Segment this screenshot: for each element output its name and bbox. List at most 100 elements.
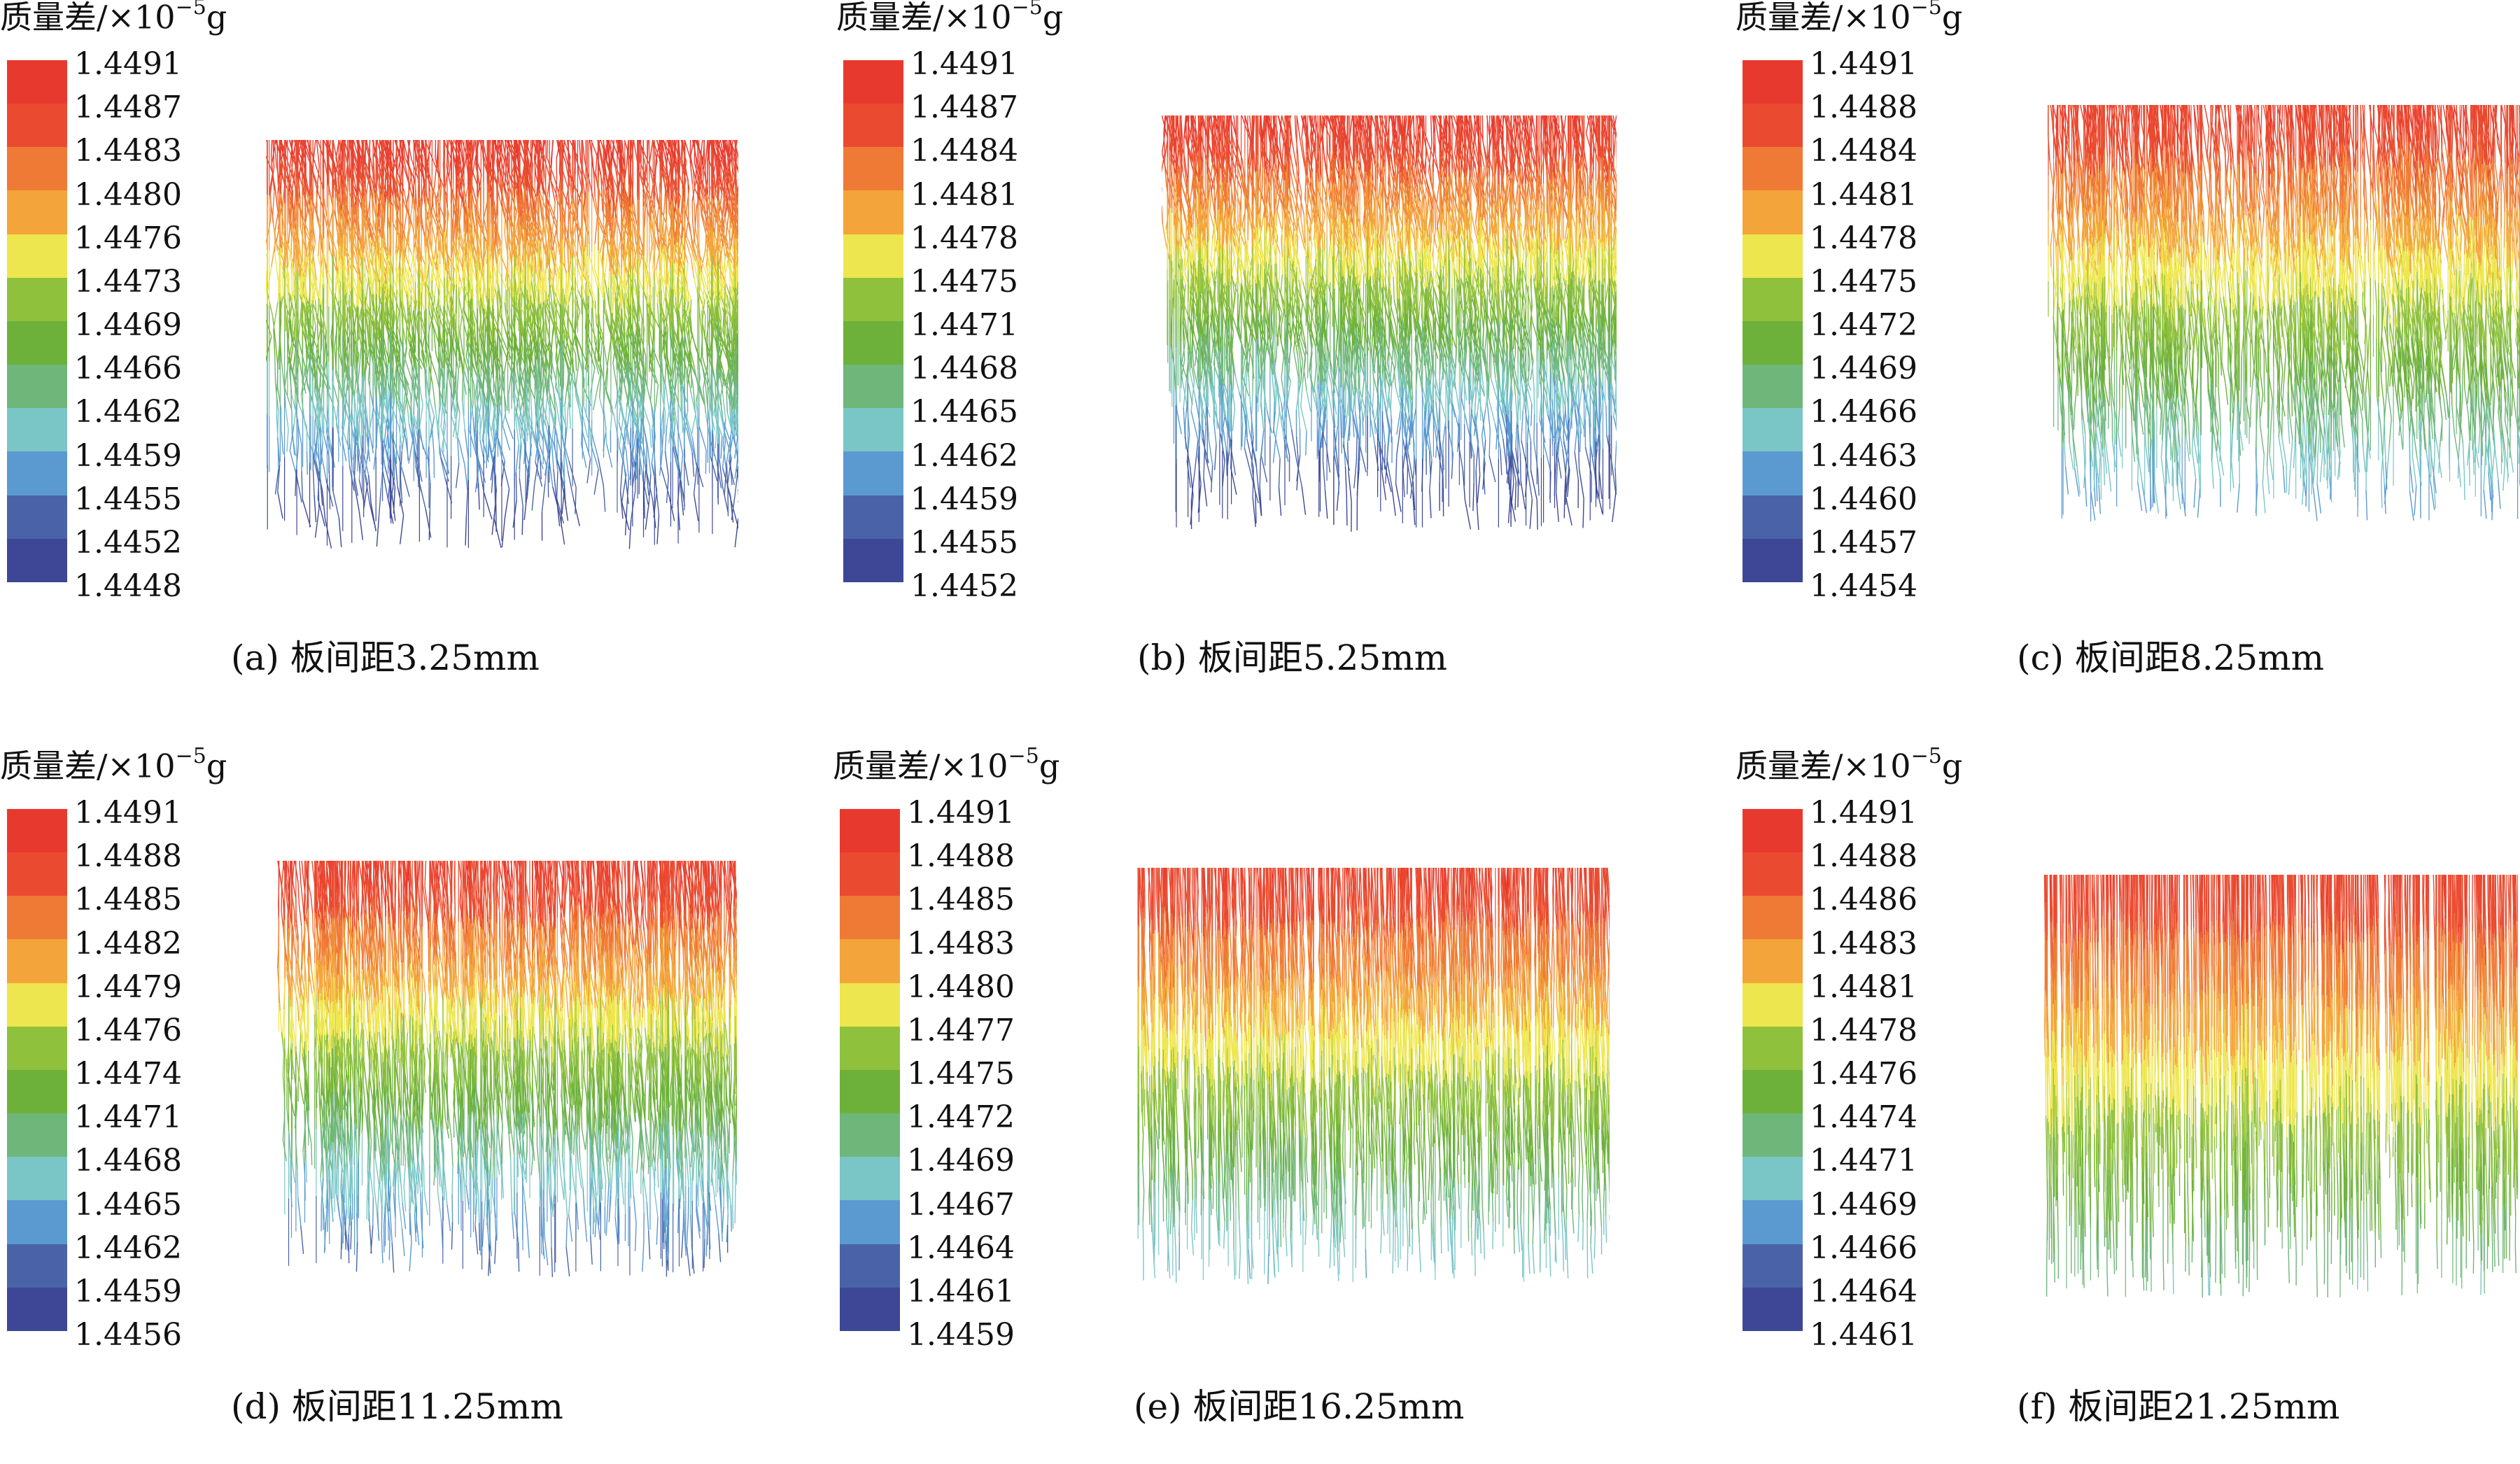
- flow-streak: [379, 488, 381, 518]
- flow-streak: [631, 491, 635, 520]
- flow-streak: [613, 255, 614, 274]
- flow-streak: [432, 430, 435, 454]
- flow-streak: [576, 354, 577, 371]
- flow-streak: [551, 181, 555, 202]
- flow-streak: [339, 518, 341, 547]
- colorbar-tick-label: 1.4459: [74, 441, 182, 472]
- colorbar-tick-label: 1.4455: [74, 484, 182, 515]
- flow-streak: [278, 491, 283, 519]
- flow-streak: [666, 425, 667, 451]
- flow-streak: [369, 502, 376, 530]
- colorbar-segment: [7, 408, 67, 451]
- flow-streak: [281, 363, 284, 385]
- flow-streak: [666, 451, 669, 477]
- flow-streak: [696, 463, 703, 487]
- flow-streak: [664, 253, 665, 276]
- flow-streak: [620, 140, 621, 165]
- flow-streak: [314, 420, 315, 443]
- flow-streak: [337, 403, 339, 425]
- flow-streak: [299, 358, 302, 376]
- colorbar-segment: [7, 365, 67, 408]
- flow-streak: [432, 384, 435, 409]
- flow-streak: [601, 335, 603, 351]
- flow-streak: [595, 218, 597, 244]
- flow-streak: [539, 167, 540, 193]
- colorbar-tick-label: 1.4448: [74, 571, 182, 602]
- flow-streak: [623, 452, 626, 478]
- flow-streak: [291, 267, 292, 285]
- flow-streak: [419, 481, 426, 509]
- flow-streak: [404, 211, 407, 230]
- flow-streak: [681, 374, 682, 392]
- flow-streak: [702, 311, 703, 335]
- colorbar-segment: [7, 539, 67, 582]
- flow-streak: [570, 164, 572, 187]
- flow-streak: [529, 369, 530, 386]
- flow-streak: [723, 314, 724, 331]
- flow-streak: [409, 441, 413, 464]
- flow-streak: [378, 160, 379, 181]
- flow-streak: [460, 314, 462, 333]
- flow-streak: [661, 428, 663, 451]
- flow-streak: [579, 140, 581, 162]
- flow-streak: [278, 410, 279, 437]
- flow-streak: [613, 294, 614, 313]
- colorbar-tick-label: 1.4469: [74, 310, 182, 341]
- flow-streak: [298, 311, 301, 339]
- colorbar-segment: [7, 321, 67, 365]
- flow-streak: [293, 269, 294, 295]
- flow-streak: [368, 380, 373, 407]
- flow-streak: [606, 393, 614, 416]
- flow-streak: [484, 493, 492, 520]
- flow-streak: [404, 346, 407, 369]
- flow-streak: [441, 403, 443, 427]
- flow-streak: [649, 426, 651, 448]
- flow-streak: [602, 269, 603, 286]
- flow-streak: [593, 390, 597, 410]
- flow-streak: [287, 430, 288, 452]
- flow-streak: [573, 499, 579, 526]
- flow-streak: [589, 418, 591, 444]
- flow-streak: [663, 215, 664, 234]
- flow-streak: [553, 487, 560, 516]
- flow-streak: [565, 292, 566, 311]
- flow-streak: [403, 472, 410, 498]
- flow-streak: [687, 387, 688, 411]
- flow-streak: [465, 465, 467, 491]
- colorbar: [7, 60, 67, 582]
- flow-streak: [547, 140, 548, 158]
- flow-streak: [667, 477, 669, 503]
- flow-streak: [298, 420, 299, 445]
- flow-streak: [270, 206, 271, 222]
- flow-streak: [465, 516, 466, 545]
- flow-streak: [692, 453, 694, 477]
- colorbar-tick-label: 1.4480: [74, 180, 182, 211]
- flow-streak: [609, 272, 610, 288]
- flow-streak: [599, 295, 600, 314]
- flow-streak: [292, 285, 293, 303]
- flow-streak: [356, 414, 357, 437]
- flow-streak: [397, 486, 404, 515]
- flow-streak: [725, 256, 726, 286]
- flow-streak: [521, 365, 526, 383]
- flow-streak: [713, 433, 715, 456]
- flow-streak: [336, 369, 342, 393]
- flow-streak: [305, 424, 313, 453]
- flow-streak: [509, 374, 512, 394]
- flow-streak: [523, 384, 525, 409]
- flow-streak: [641, 157, 642, 175]
- flow-streak: [359, 346, 361, 369]
- flow-streak: [318, 481, 319, 509]
- flow-streak: [556, 159, 557, 178]
- flow-streak: [276, 342, 278, 367]
- colorbar-segment: [7, 60, 67, 104]
- flow-streak: [685, 164, 689, 189]
- flow-streak: [266, 288, 267, 304]
- flow-streak: [602, 193, 603, 211]
- flow-streak: [292, 410, 293, 432]
- flow-streak: [691, 414, 696, 435]
- flow-streak: [721, 436, 722, 459]
- flow-streak: [705, 383, 708, 408]
- flow-streak: [629, 520, 631, 549]
- flow-streak: [420, 428, 423, 450]
